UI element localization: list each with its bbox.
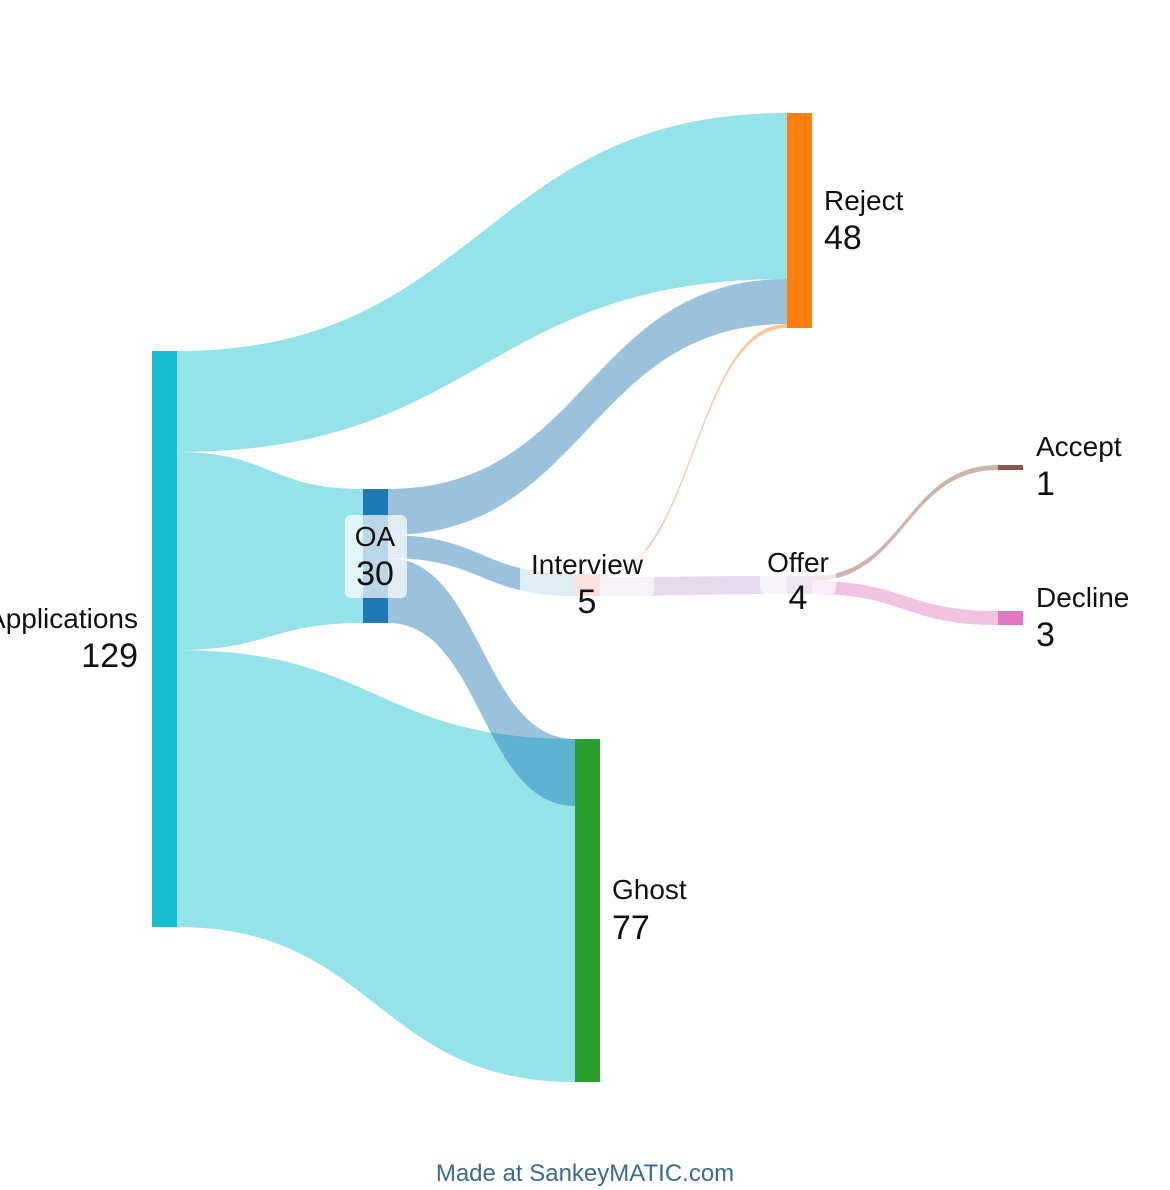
label-applications-value: 129: [81, 637, 138, 675]
sankeymatic-credit-link[interactable]: Made at SankeyMATIC.com: [435, 1160, 735, 1187]
label-reject-name: Reject: [824, 185, 904, 216]
flow-offer-to-accept[interactable]: [812, 465, 998, 581]
node-accept[interactable]: [998, 465, 1023, 470]
label-offer-name: Offer: [767, 547, 829, 578]
label-offer-value: 4: [789, 579, 808, 617]
flow-applications-to-reject[interactable]: [177, 113, 787, 452]
label-decline-value: 3: [1036, 616, 1055, 654]
label-interview-value: 5: [578, 583, 597, 621]
label-oa-value: 30: [356, 555, 394, 593]
label-bg-offer: [760, 548, 836, 594]
flows-layer: [177, 113, 998, 1082]
label-bg-interview: [520, 550, 654, 596]
label-ghost-name: Ghost: [612, 874, 687, 905]
flow-applications-to-ghost[interactable]: [177, 650, 575, 1082]
label-reject-value: 48: [824, 219, 862, 257]
label-oa-name: OA: [355, 521, 396, 552]
flow-oa-to-reject[interactable]: [388, 279, 787, 535]
node-decline[interactable]: [998, 611, 1023, 625]
label-applications-name: Applications: [0, 603, 138, 634]
node-reject[interactable]: [787, 113, 812, 328]
flow-offer-to-decline[interactable]: [812, 581, 998, 625]
label-accept-name: Accept: [1036, 431, 1122, 462]
label-accept-value: 1: [1036, 465, 1055, 503]
node-ghost[interactable]: [575, 739, 600, 1082]
flow-interview-to-reject[interactable]: [600, 324, 787, 577]
flow-oa-to-ghost[interactable]: [388, 558, 575, 806]
flow-applications-to-oa[interactable]: [177, 452, 363, 650]
node-applications[interactable]: [152, 351, 177, 927]
label-bg-oa: [345, 515, 407, 598]
label-ghost-value: 77: [612, 909, 650, 947]
label-interview-name: Interview: [531, 549, 644, 580]
label-decline-name: Decline: [1036, 582, 1129, 613]
